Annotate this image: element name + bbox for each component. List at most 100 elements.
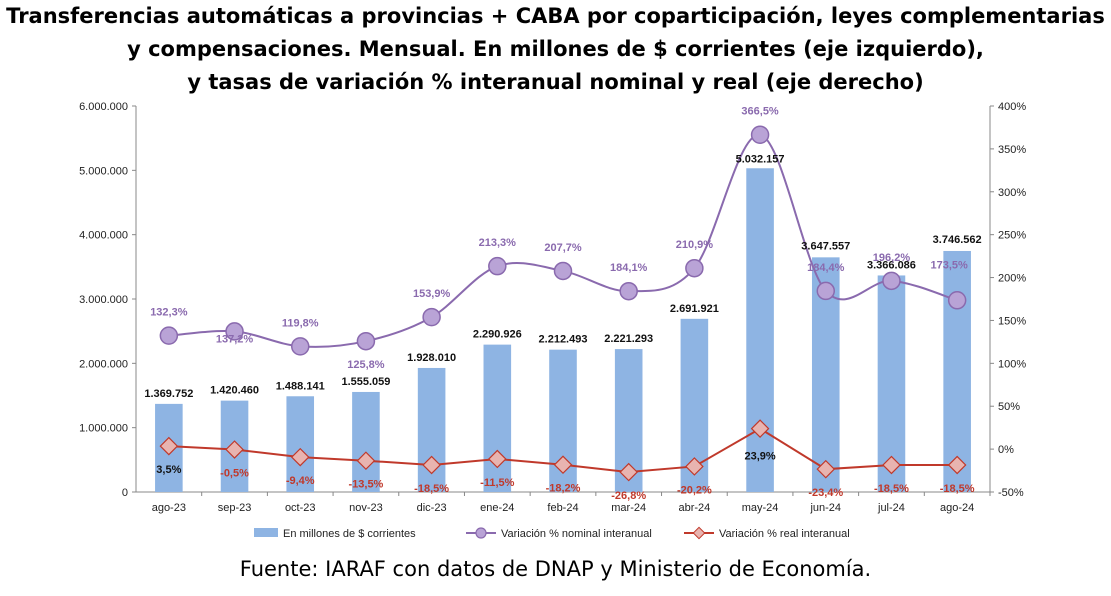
legend-swatch-nominal-marker bbox=[475, 527, 487, 539]
left-tick-label: 4.000.000 bbox=[79, 230, 128, 242]
x-tick-label: ago-23 bbox=[152, 502, 186, 514]
chart-title-line-1: Transferencias automáticas a provincias … bbox=[6, 4, 1105, 28]
real-point bbox=[882, 455, 901, 475]
nominal-point bbox=[619, 281, 638, 301]
bar-value-label: 1.928.010 bbox=[407, 352, 456, 364]
legend-swatch-real-marker bbox=[692, 526, 706, 540]
left-tick-label: 3.000.000 bbox=[79, 294, 128, 306]
bar-value-label: 5.032.157 bbox=[736, 153, 785, 165]
x-tick-label: ago-24 bbox=[940, 502, 974, 514]
bar-value-label: 1.555.059 bbox=[341, 376, 390, 388]
nominal-value-label: 207,7% bbox=[544, 242, 582, 254]
right-tick-label: 50% bbox=[998, 401, 1020, 413]
x-tick-label: sep-23 bbox=[218, 502, 252, 514]
bar-value-label: 2.691.921 bbox=[670, 303, 719, 315]
right-tick-label: 0% bbox=[998, 444, 1014, 456]
x-tick-label: feb-24 bbox=[547, 502, 578, 514]
x-tick-label: dic-23 bbox=[417, 502, 447, 514]
chart-title: Transferencias automáticas a provincias … bbox=[0, 0, 1111, 99]
real-point bbox=[422, 455, 441, 475]
nominal-point bbox=[553, 261, 573, 281]
nominal-value-label: 366,5% bbox=[741, 106, 779, 118]
real-value-label: 23,9% bbox=[744, 451, 775, 463]
nominal-point bbox=[225, 322, 244, 341]
nominal-point bbox=[750, 125, 770, 144]
left-tick-label: 0 bbox=[122, 487, 128, 499]
real-value-label: -18,2% bbox=[546, 483, 581, 495]
real-value-label: -11,5% bbox=[480, 477, 514, 489]
bar bbox=[483, 344, 512, 492]
nominal-point bbox=[290, 337, 310, 356]
nominal-point bbox=[488, 256, 507, 276]
right-tick-label: 400% bbox=[998, 101, 1026, 113]
nominal-point bbox=[356, 331, 376, 351]
real-point bbox=[356, 451, 376, 471]
real-value-label: 3,5% bbox=[156, 464, 181, 476]
left-tick-label: 1.000.000 bbox=[79, 423, 128, 435]
real-value-label: -18,5% bbox=[940, 483, 975, 495]
real-value-label: -18,5% bbox=[874, 483, 909, 495]
x-tick-label: may-24 bbox=[742, 502, 779, 514]
x-tick-label: jun-24 bbox=[809, 502, 841, 514]
bar-value-label: 3.746.562 bbox=[933, 234, 982, 246]
right-tick-label: -50% bbox=[998, 487, 1024, 499]
bar-value-label: 1.420.460 bbox=[210, 385, 259, 397]
real-value-label: -23,4% bbox=[808, 487, 843, 499]
left-tick-label: 5.000.000 bbox=[79, 165, 128, 177]
nominal-point bbox=[159, 326, 179, 345]
bar bbox=[746, 168, 774, 492]
x-tick-label: ene-24 bbox=[480, 502, 514, 514]
real-point bbox=[290, 447, 310, 467]
nominal-value-label: 132,3% bbox=[150, 307, 188, 319]
nominal-value-label: 173,5% bbox=[930, 259, 968, 271]
nominal-value-label: 210,9% bbox=[676, 239, 714, 251]
real-value-label: -18,5% bbox=[414, 483, 449, 495]
right-tick-label: 100% bbox=[998, 358, 1026, 370]
left-tick-label: 2.000.000 bbox=[79, 358, 128, 370]
x-tick-label: abr-24 bbox=[678, 502, 710, 514]
chart-title-line-3: y tasas de variación % interanual nomina… bbox=[187, 70, 924, 94]
bar-value-label: 2.212.493 bbox=[539, 334, 588, 346]
nominal-point bbox=[882, 271, 901, 291]
nominal-point bbox=[816, 281, 836, 301]
bar-value-label: 1.369.752 bbox=[144, 388, 193, 400]
bar-value-label: 3.366.086 bbox=[867, 259, 916, 271]
nominal-value-label: 137,2% bbox=[216, 333, 254, 345]
bar-value-label: 3.647.557 bbox=[801, 240, 850, 252]
x-tick-label: mar-24 bbox=[611, 502, 646, 514]
real-point bbox=[487, 449, 507, 469]
real-point bbox=[750, 419, 770, 438]
x-tick-label: nov-23 bbox=[349, 502, 383, 514]
real-value-label: -26,8% bbox=[611, 490, 646, 502]
real-value-label: -0,5% bbox=[220, 468, 249, 480]
nominal-value-label: 119,8% bbox=[282, 317, 319, 329]
nominal-point bbox=[422, 307, 441, 327]
real-point bbox=[685, 457, 704, 476]
nominal-point bbox=[685, 258, 704, 278]
bar bbox=[352, 391, 380, 492]
right-tick-label: 150% bbox=[998, 315, 1026, 327]
real-point bbox=[947, 455, 967, 475]
source-note: Fuente: IARAF con datos de DNAP y Minist… bbox=[239, 557, 872, 581]
chart-area: 0 1.000.000 2.000.000 3.000.000 4.000.000 5.0… bbox=[79, 101, 1026, 540]
real-point bbox=[159, 436, 179, 456]
bar-value-label: 2.290.926 bbox=[473, 329, 522, 341]
x-tick-label: jul-24 bbox=[877, 502, 905, 514]
left-tick-label: 6.000.000 bbox=[79, 101, 128, 113]
right-tick-label: 350% bbox=[998, 144, 1026, 156]
nominal-value-label: 196,2% bbox=[873, 252, 911, 264]
bar-value-label: 2.221.293 bbox=[604, 333, 653, 345]
nominal-point bbox=[947, 291, 967, 310]
real-point bbox=[225, 440, 244, 459]
right-tick-label: 250% bbox=[998, 230, 1026, 242]
right-tick-label: 300% bbox=[998, 187, 1026, 199]
nominal-value-label: 213,3% bbox=[479, 237, 517, 249]
nominal-value-label: 125,8% bbox=[347, 359, 385, 371]
real-value-label: -13,5% bbox=[348, 479, 383, 491]
nominal-value-label: 184,1% bbox=[610, 262, 648, 274]
legend-swatch-bars bbox=[254, 528, 278, 537]
bar bbox=[286, 396, 315, 492]
x-tick-label: oct-23 bbox=[285, 502, 316, 514]
legend-label-nominal: Variación % nominal interanual bbox=[501, 528, 652, 540]
real-point bbox=[816, 459, 836, 479]
